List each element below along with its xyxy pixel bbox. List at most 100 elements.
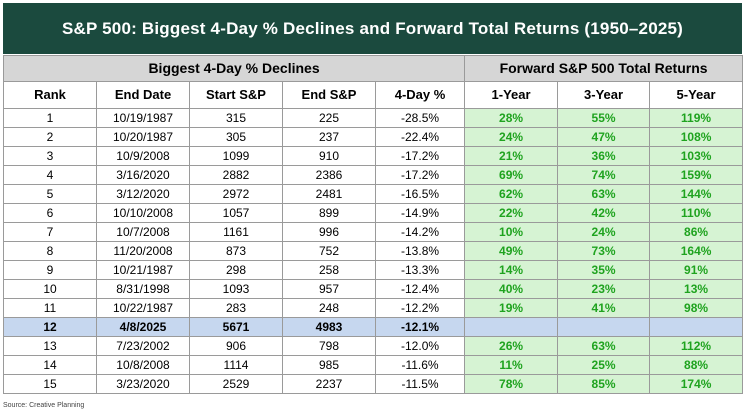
cell-3-year-return: 41% [557,298,651,318]
cell-start-sp: 906 [189,336,283,356]
declines-group-header: Biggest 4-Day % Declines [2,55,466,82]
cell-end-sp: 225 [282,108,376,128]
cell-1-year-return: 62% [464,184,559,204]
cell-start-sp: 2882 [189,165,283,185]
cell-4day-pct: -12.2% [374,298,466,318]
cell-rank: 7 [3,222,97,242]
cell-end-date: 3/12/2020 [96,184,190,204]
cell-rank: 12 [3,317,97,337]
cell-end-date: 10/9/2008 [96,146,190,166]
cell-end-sp: 996 [282,222,376,242]
cell-start-sp: 1057 [189,203,283,223]
col-header-4day-pct: 4-Day % [374,81,466,109]
cell-end-sp: 899 [282,203,376,223]
col-header-end-date: End Date [96,81,190,109]
cell-1-year-return: 14% [464,260,559,280]
cell-1-year-return [464,317,559,337]
table-row: 13 7/23/2002 906 798 -12.0% 26% 63% 112% [3,336,744,356]
cell-end-date: 10/21/1987 [96,260,190,280]
cell-1-year-return: 24% [464,127,559,147]
cell-4day-pct: -11.6% [374,355,466,375]
cell-start-sp: 1114 [189,355,283,375]
table-row: 9 10/21/1987 298 258 -13.3% 14% 35% 91% [3,260,744,280]
cell-3-year-return: 35% [557,260,651,280]
cell-start-sp: 305 [189,127,283,147]
table-row: 14 10/8/2008 1114 985 -11.6% 11% 25% 88% [3,355,744,375]
table-row: 1 10/19/1987 315 225 -28.5% 28% 55% 119% [3,108,744,128]
cell-end-sp: 2237 [282,374,376,394]
cell-5-year-return [649,317,744,337]
table-row: 7 10/7/2008 1161 996 -14.2% 10% 24% 86% [3,222,744,242]
cell-rank: 4 [3,165,97,185]
page-title: S&P 500: Biggest 4-Day % Declines and Fo… [3,3,742,54]
cell-1-year-return: 22% [464,203,559,223]
cell-4day-pct: -13.8% [374,241,466,261]
cell-rank: 8 [3,241,97,261]
cell-start-sp: 2529 [189,374,283,394]
cell-1-year-return: 49% [464,241,559,261]
cell-start-sp: 315 [189,108,283,128]
cell-end-sp: 910 [282,146,376,166]
cell-1-year-return: 21% [464,146,559,166]
source-note: Source: Creative Planning [3,402,85,409]
cell-end-date: 3/16/2020 [96,165,190,185]
cell-3-year-return: 63% [557,336,651,356]
group-header-row: Biggest 4-Day % Declines Forward S&P 500… [2,55,744,82]
table-row: 12 4/8/2025 5671 4983 -12.1% [3,317,744,337]
cell-5-year-return: 110% [649,203,744,223]
cell-4day-pct: -17.2% [374,165,466,185]
cell-start-sp: 1093 [189,279,283,299]
cell-start-sp: 873 [189,241,283,261]
cell-end-sp: 957 [282,279,376,299]
table-row: 5 3/12/2020 2972 2481 -16.5% 62% 63% 144% [3,184,744,204]
table-row: 6 10/10/2008 1057 899 -14.9% 22% 42% 110% [3,203,744,223]
cell-end-date: 10/7/2008 [96,222,190,242]
cell-5-year-return: 174% [649,374,744,394]
cell-rank: 9 [3,260,97,280]
cell-end-sp: 2481 [282,184,376,204]
cell-rank: 15 [3,374,97,394]
cell-end-date: 10/19/1987 [96,108,190,128]
cell-rank: 13 [3,336,97,356]
cell-3-year-return: 47% [557,127,651,147]
table-row: 3 10/9/2008 1099 910 -17.2% 21% 36% 103% [3,146,744,166]
table-body: 1 10/19/1987 315 225 -28.5% 28% 55% 119% 2 10/20/… [3,108,744,394]
cell-rank: 6 [3,203,97,223]
cell-3-year-return [557,317,651,337]
cell-4day-pct: -14.9% [374,203,466,223]
cell-rank: 3 [3,146,97,166]
table-row: 2 10/20/1987 305 237 -22.4% 24% 47% 108% [3,127,744,147]
col-header-5-year: 5-Year [649,81,744,109]
cell-end-date: 10/22/1987 [96,298,190,318]
cell-4day-pct: -17.2% [374,146,466,166]
cell-3-year-return: 74% [557,165,651,185]
cell-end-date: 10/8/2008 [96,355,190,375]
cell-5-year-return: 91% [649,260,744,280]
declines-table: Biggest 4-Day % Declines Forward S&P 500… [2,55,744,394]
cell-3-year-return: 24% [557,222,651,242]
cell-5-year-return: 98% [649,298,744,318]
cell-5-year-return: 159% [649,165,744,185]
cell-3-year-return: 73% [557,241,651,261]
cell-end-sp: 752 [282,241,376,261]
cell-4day-pct: -13.3% [374,260,466,280]
cell-end-date: 11/20/2008 [96,241,190,261]
cell-3-year-return: 42% [557,203,651,223]
cell-4day-pct: -16.5% [374,184,466,204]
cell-4day-pct: -28.5% [374,108,466,128]
cell-4day-pct: -12.0% [374,336,466,356]
cell-rank: 14 [3,355,97,375]
cell-1-year-return: 10% [464,222,559,242]
cell-end-sp: 258 [282,260,376,280]
table-row: 15 3/23/2020 2529 2237 -11.5% 78% 85% 174% [3,374,744,394]
cell-3-year-return: 55% [557,108,651,128]
cell-4day-pct: -11.5% [374,374,466,394]
cell-start-sp: 5671 [189,317,283,337]
cell-1-year-return: 26% [464,336,559,356]
col-header-end-sp: End S&P [282,81,376,109]
cell-end-date: 7/23/2002 [96,336,190,356]
cell-rank: 5 [3,184,97,204]
table-row: 8 11/20/2008 873 752 -13.8% 49% 73% 164% [3,241,744,261]
cell-3-year-return: 25% [557,355,651,375]
cell-rank: 1 [3,108,97,128]
